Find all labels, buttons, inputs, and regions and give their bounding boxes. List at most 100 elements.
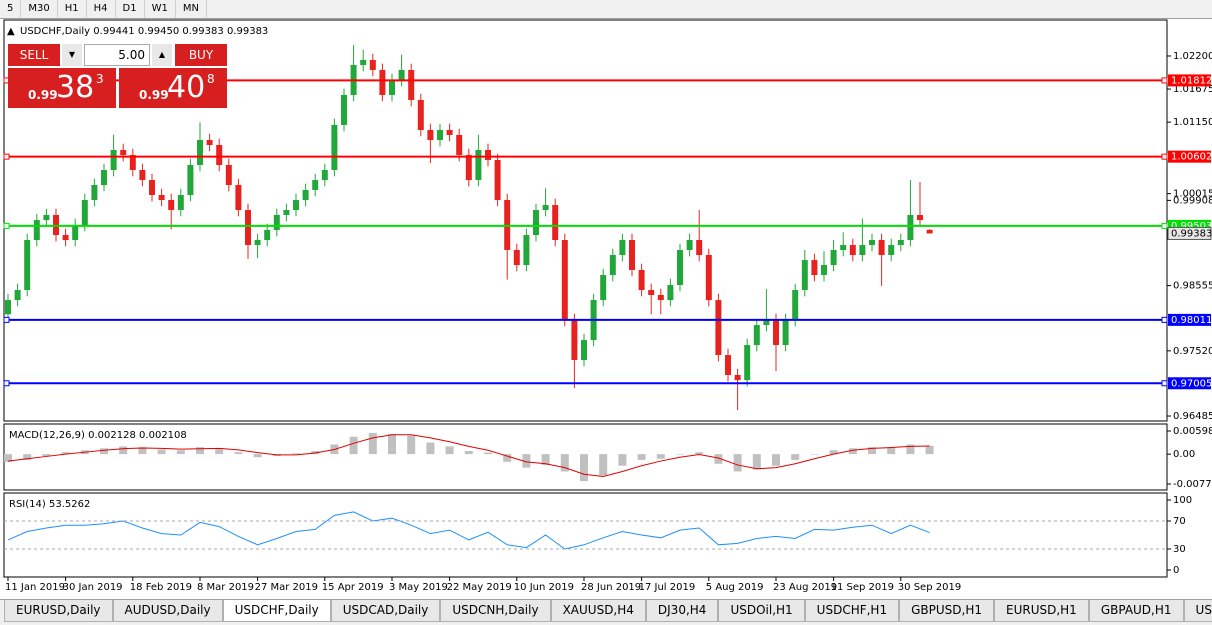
timeframe-button[interactable]: H1 [58, 0, 87, 18]
macd-histogram-bar [4, 454, 12, 462]
candle-body [321, 170, 328, 181]
candle-body [389, 79, 395, 95]
candle-body [840, 245, 847, 251]
sell-button[interactable]: SELL [8, 44, 60, 66]
candle-body [120, 149, 127, 156]
candle-body [129, 155, 136, 171]
chart-tab[interactable]: USDCHF,Daily [222, 600, 331, 622]
timeframe-toolbar: 5 M30 H1 H4 D1 W1 MN [0, 0, 1212, 19]
candle-body [792, 290, 799, 321]
y-tick-label: 0.97520 [1173, 346, 1212, 357]
level-label: 0.99503 [1171, 221, 1212, 232]
candle-body [24, 239, 31, 291]
candle-body [43, 214, 50, 221]
level-handle [1161, 153, 1168, 160]
timeframe-button[interactable]: MN [176, 0, 207, 18]
pane-title: USDCHF,Daily 0.99441 0.99450 0.99383 0.9… [20, 26, 268, 37]
macd-histogram-bar [810, 454, 819, 455]
candle-body [657, 294, 664, 301]
candle-body [446, 129, 453, 135]
lot-increase[interactable]: ▲ [152, 44, 172, 66]
timeframe-button[interactable]: M30 [21, 0, 58, 18]
level-label: 1.01812 [1171, 75, 1212, 86]
candle-body [331, 124, 338, 171]
timeframe-button[interactable]: 5 [0, 0, 22, 18]
chart-tab[interactable]: GBPAUD,H1 [1088, 600, 1184, 622]
level-handle [3, 380, 10, 387]
macd-histogram-bar [253, 454, 262, 458]
y-tick-label: 70 [1173, 516, 1186, 527]
chart-tab[interactable]: GBPUSD,H1 [899, 600, 994, 622]
lot-input[interactable]: 5.00 [84, 44, 150, 66]
timeframe-button[interactable]: W1 [145, 0, 176, 18]
chart-tab[interactable]: USDOil,H1 [718, 600, 805, 622]
ask-price[interactable]: 0.99 40 8 [119, 68, 227, 108]
candle-body [379, 69, 386, 95]
macd-histogram-bar [426, 442, 435, 455]
candle-body [619, 239, 626, 255]
level-label-box [1168, 74, 1211, 87]
candle-body [667, 285, 674, 301]
candle-body [437, 129, 443, 141]
candle-body [197, 140, 203, 165]
candle-body [523, 235, 530, 266]
y-tick-label: 0.005986 [1173, 426, 1212, 437]
chart-tab[interactable]: DJ30,H4 [645, 600, 719, 622]
chart-tab[interactable]: XAUUSD,H4 [550, 600, 646, 622]
x-tick-label: 8 Mar 2019 [197, 582, 254, 593]
macd-histogram-bar [829, 450, 838, 455]
macd-histogram-bar [772, 454, 780, 466]
level-label-box [1168, 377, 1211, 390]
chart-tab[interactable]: USDCAD,Daily [330, 600, 441, 622]
lot-decrease[interactable]: ▼ [62, 44, 82, 66]
macd-histogram-bar [848, 448, 857, 455]
timeframe-button[interactable]: H4 [87, 0, 116, 18]
macd-histogram-bar [676, 454, 684, 455]
buy-button[interactable]: BUY [175, 44, 227, 66]
candle-body [341, 94, 347, 125]
macd-histogram-bar [100, 448, 108, 455]
one-click-trading-panel: SELL ▼ 5.00 ▲ BUY 0.99 38 3 0.99 40 8 [8, 44, 228, 108]
macd-histogram-bar [61, 452, 70, 455]
pane-frame [3, 492, 1168, 578]
indicator-name: RSI(14) [9, 499, 46, 510]
indicator-value: 0.002108 [139, 430, 187, 441]
macd-histogram-bar [925, 445, 934, 455]
fraction: 3 [96, 72, 104, 86]
x-tick-label: 28 Jun 2019 [581, 582, 641, 593]
bid-price[interactable]: 0.99 38 3 [8, 68, 116, 108]
candle-body [14, 290, 21, 301]
x-tick-label: 15 Apr 2019 [322, 582, 384, 593]
candle-body [878, 239, 885, 255]
y-tick-label: 0 [1173, 565, 1179, 576]
macd-histogram-bar [484, 452, 492, 455]
candle-body [696, 239, 703, 255]
chart-tab[interactable]: USDCHF,H1 [804, 600, 900, 622]
candle-body [158, 195, 165, 200]
macd-histogram-bar [368, 432, 377, 455]
candle-body [638, 269, 645, 291]
plot-area [4, 432, 934, 482]
level-handle [3, 316, 10, 323]
macd-signal-line [7, 434, 930, 478]
candle-body [245, 210, 251, 246]
timeframe-button[interactable]: D1 [116, 0, 145, 18]
candle-body [907, 214, 914, 240]
chart-tab[interactable]: EURUSD,Daily [4, 600, 113, 622]
x-tick-label: 17 Jul 2019 [639, 582, 696, 593]
candle-body [417, 100, 424, 130]
chart-tab[interactable]: USDJP [1183, 600, 1212, 622]
chart-tab[interactable]: EURUSD,H1 [993, 600, 1089, 622]
candle-body [725, 355, 731, 376]
macd-histogram-bar [637, 454, 646, 460]
collapse-icon: ▲ [7, 26, 15, 37]
chart-tab[interactable]: USDCNH,Daily [440, 600, 551, 622]
level-handle [1161, 380, 1168, 387]
level-handle [3, 222, 10, 229]
chart-tab[interactable]: AUDUSD,Daily [112, 600, 223, 622]
candle-body [926, 229, 933, 234]
x-tick-label: 5 Aug 2019 [706, 582, 764, 593]
macd-histogram-bar [695, 452, 704, 455]
macd-histogram-bar [464, 451, 473, 455]
